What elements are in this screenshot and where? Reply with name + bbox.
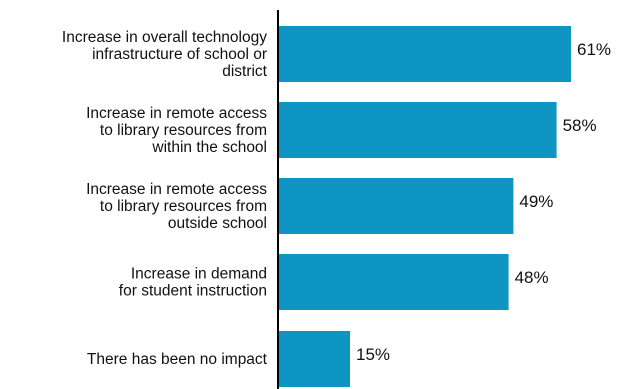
bars-group (278, 26, 571, 387)
category-label-line: Increase in demand (131, 266, 267, 283)
category-label-line: to library resources from (100, 198, 267, 215)
category-label-3: Increase in remote access to library reso… (86, 181, 267, 232)
category-label-line: There has been no impact (87, 351, 268, 368)
value-label-3: 49% (519, 192, 553, 211)
category-labels-group: Increase in overall technology infrastruc… (62, 29, 268, 368)
category-label-line: district (222, 63, 267, 80)
bar-4 (278, 254, 509, 310)
bar-3 (278, 178, 514, 234)
category-label-line: within the school (151, 139, 267, 156)
category-label-line: infrastructure of school or (92, 46, 267, 63)
value-labels-group: 61% 58% 49% 48% 15% (356, 40, 611, 364)
value-label-4: 48% (515, 268, 549, 287)
value-label-2: 58% (563, 116, 597, 135)
category-label-line: for student instruction (119, 283, 267, 300)
category-label-2: Increase in remote access to library reso… (86, 105, 267, 156)
category-label-line: Increase in remote access (86, 105, 267, 122)
bar-5 (278, 331, 350, 387)
bar-1 (278, 26, 571, 82)
category-label-line: Increase in overall technology (62, 29, 267, 46)
category-label-line: Increase in remote access (86, 181, 267, 198)
category-label-4: Increase in demand for student instructio… (119, 266, 267, 300)
category-label-5: There has been no impact (87, 351, 268, 368)
bar-2 (278, 102, 557, 158)
category-label-line: outside school (168, 215, 267, 232)
category-label-1: Increase in overall technology infrastruc… (62, 29, 268, 80)
value-label-5: 15% (356, 345, 390, 364)
category-label-line: to library resources from (100, 122, 267, 139)
value-label-1: 61% (577, 40, 611, 59)
